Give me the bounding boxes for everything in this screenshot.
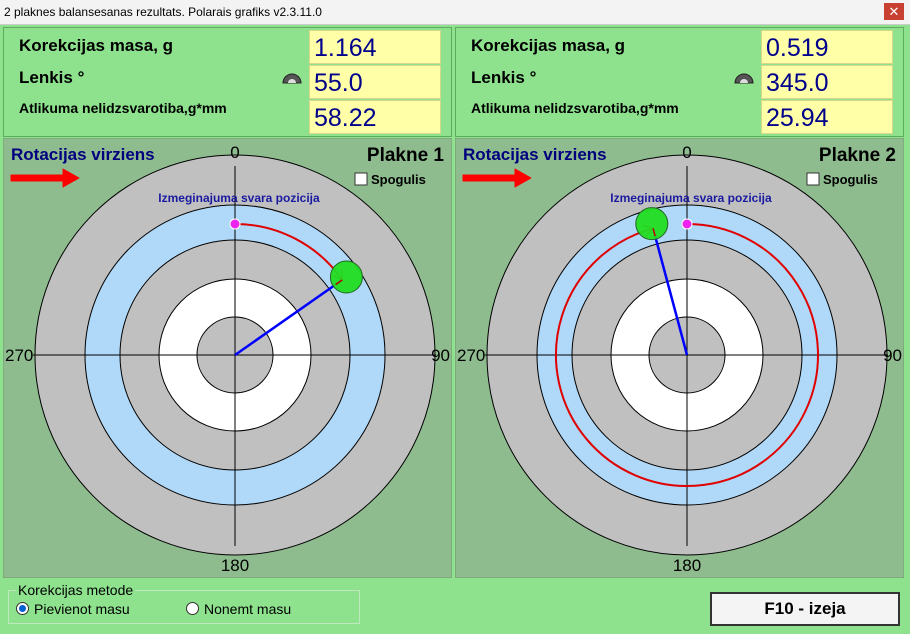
mirror-label: Spogulis — [371, 172, 426, 187]
angle-icon — [282, 73, 302, 84]
row-label: Lenkis ° — [471, 68, 537, 87]
axis-label: 270 — [5, 346, 33, 365]
radio-dot — [19, 605, 26, 612]
row-label: Korekcijas masa, g — [471, 36, 626, 55]
correction-vector-tip — [335, 279, 343, 286]
axis-label: 0 — [230, 143, 239, 162]
value-box: 1.164 — [309, 30, 441, 64]
exit-button[interactable]: F10 - izeja — [710, 592, 900, 626]
mirror-checkbox[interactable] — [354, 172, 368, 186]
correction-weight — [329, 260, 363, 294]
title-bar: 2 plaknes balansesanas rezultats. Polara… — [0, 0, 910, 25]
rotation-arrow — [462, 168, 532, 188]
value-box: 25.94 — [761, 100, 893, 134]
radio-button[interactable] — [186, 602, 199, 615]
axis-label: 180 — [673, 556, 701, 575]
axis-label: 180 — [221, 556, 249, 575]
trial-label: Izmeginajuma svara pozicija — [158, 191, 320, 205]
correction-vector — [234, 278, 344, 357]
value-box: 345.0 — [761, 65, 893, 99]
plane-label: Plakne 2 — [819, 145, 896, 166]
row-label: Korekcijas masa, g — [19, 36, 174, 55]
axis-label: 0 — [682, 143, 691, 162]
angle-icon-shape — [734, 73, 754, 84]
mirror-label: Spogulis — [823, 172, 878, 187]
value-box: 58.22 — [309, 100, 441, 134]
row-label: Atlikuma nelidzsvarotiba,g*mm — [471, 100, 679, 116]
polar-chart: 0 90 180 270 Rotacijas virziens Plakne 2 Spogu… — [455, 138, 904, 578]
axis-label: 270 — [457, 346, 485, 365]
close-button[interactable]: ✕ — [884, 3, 904, 20]
correction-vector — [651, 228, 689, 356]
radio-label[interactable]: Pievienot masu — [34, 601, 130, 617]
radio-button[interactable] — [16, 602, 29, 615]
mirror-checkbox[interactable] — [806, 172, 820, 186]
angle-icon — [734, 73, 754, 84]
angle-icon-shape — [282, 73, 302, 84]
method-title: Korekcijas metode — [16, 582, 136, 598]
axis-label: 90 — [431, 346, 450, 365]
rotation-label: Rotacijas virziens — [463, 145, 607, 164]
plane-label: Plakne 1 — [367, 145, 445, 166]
trial-position — [681, 218, 693, 230]
info-panel: Korekcijas masa, g 1.164 Lenkis ° 55.0 Atlik… — [3, 27, 452, 137]
rotation-arc — [555, 223, 819, 487]
value-box: 0.519 — [761, 30, 893, 64]
rotation-arrow — [10, 168, 80, 188]
window-title: 2 plaknes balansesanas rezultats. Polara… — [4, 5, 322, 19]
rotation-label: Rotacijas virziens — [11, 145, 155, 164]
angle-icon-inner — [288, 79, 296, 83]
axis-label: 90 — [883, 346, 902, 365]
polar-chart: 0 90 180 270 Rotacijas virziens Plakne 1 Spogu… — [3, 138, 452, 578]
method-group — [8, 590, 360, 624]
correction-weight — [635, 207, 669, 241]
trial-label: Izmeginajuma svara pozicija — [610, 191, 772, 205]
correction-vector-tip — [652, 228, 656, 237]
radio-label[interactable]: Nonemt masu — [204, 601, 292, 617]
angle-icon-inner — [740, 79, 748, 83]
row-label: Lenkis ° — [19, 68, 85, 87]
info-panel: Korekcijas masa, g 0.519 Lenkis ° 345.0 Atli… — [455, 27, 904, 137]
trial-position — [229, 218, 241, 230]
value-box: 55.0 — [309, 65, 441, 99]
row-label: Atlikuma nelidzsvarotiba,g*mm — [19, 100, 227, 116]
